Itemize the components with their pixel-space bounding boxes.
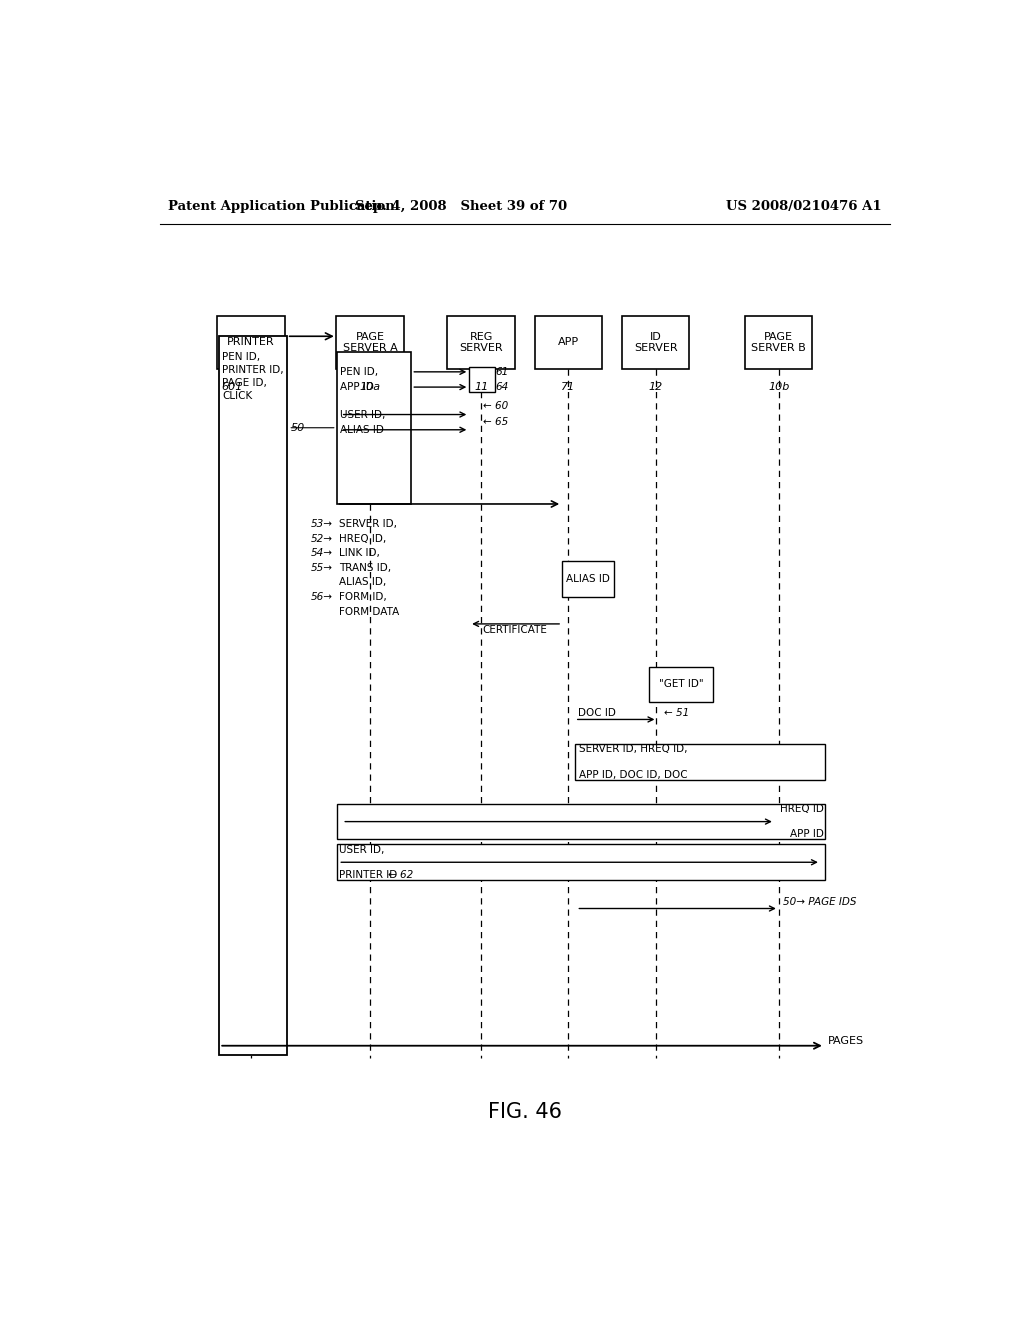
- Text: ID
SERVER: ID SERVER: [634, 331, 678, 354]
- Bar: [337, 804, 824, 840]
- Bar: [447, 315, 515, 368]
- Text: APP: APP: [558, 338, 579, 347]
- Text: SERVER ID, HREQ ID,: SERVER ID, HREQ ID,: [579, 744, 687, 754]
- Text: "GET ID": "GET ID": [658, 680, 703, 689]
- Text: Patent Application Publication: Patent Application Publication: [168, 199, 394, 213]
- Bar: [574, 744, 824, 780]
- Text: ← 62: ← 62: [388, 870, 414, 880]
- Text: 71: 71: [561, 381, 575, 392]
- Text: APP ID, DOC ID, DOC: APP ID, DOC ID, DOC: [579, 771, 687, 780]
- Text: TRANS ID,: TRANS ID,: [339, 564, 391, 573]
- Text: PAGE
SERVER B: PAGE SERVER B: [752, 331, 806, 354]
- Text: ALIAS ID,: ALIAS ID,: [339, 577, 386, 587]
- Text: 12: 12: [648, 381, 663, 392]
- Text: ← 60: ← 60: [482, 401, 508, 412]
- Text: ALIAS ID: ALIAS ID: [340, 425, 384, 434]
- Text: SERVER ID,: SERVER ID,: [339, 519, 397, 529]
- Text: PRINTER: PRINTER: [227, 338, 274, 347]
- Bar: [219, 337, 287, 1055]
- Text: 52→: 52→: [310, 533, 333, 544]
- Text: HREQ ID: HREQ ID: [780, 804, 824, 814]
- Bar: [336, 315, 403, 368]
- Text: PRINTER ID,: PRINTER ID,: [222, 364, 284, 375]
- Text: CLICK: CLICK: [222, 391, 253, 401]
- Text: APP ID: APP ID: [340, 381, 374, 392]
- Bar: [535, 315, 602, 368]
- Text: HREQ ID,: HREQ ID,: [339, 533, 386, 544]
- Text: FIG. 46: FIG. 46: [487, 1102, 562, 1122]
- Text: CERTIFICATE: CERTIFICATE: [482, 624, 548, 635]
- Text: US 2008/0210476 A1: US 2008/0210476 A1: [726, 199, 882, 213]
- Text: 50: 50: [291, 422, 305, 433]
- Text: 56→: 56→: [310, 593, 333, 602]
- Text: ← 51: ← 51: [664, 709, 689, 718]
- Text: 50→ PAGE IDS: 50→ PAGE IDS: [782, 898, 856, 907]
- Text: PRINTER ID: PRINTER ID: [339, 870, 397, 880]
- Text: Sep. 4, 2008   Sheet 39 of 70: Sep. 4, 2008 Sheet 39 of 70: [355, 199, 567, 213]
- Bar: [622, 315, 689, 368]
- Text: USER ID,: USER ID,: [340, 409, 385, 420]
- Text: PEN ID,: PEN ID,: [222, 351, 260, 362]
- Bar: [337, 351, 412, 504]
- Text: ALIAS ID: ALIAS ID: [566, 574, 610, 585]
- Bar: [469, 367, 496, 392]
- Text: ← 65: ← 65: [482, 417, 508, 426]
- Text: DOC ID: DOC ID: [578, 709, 615, 718]
- Text: 601: 601: [222, 381, 243, 392]
- Text: 10b: 10b: [768, 381, 790, 392]
- Bar: [745, 315, 812, 368]
- Text: PAGE
SERVER A: PAGE SERVER A: [343, 331, 397, 354]
- Bar: [217, 315, 285, 368]
- Bar: [337, 845, 824, 880]
- Text: LINK ID,: LINK ID,: [339, 548, 380, 558]
- Text: PAGES: PAGES: [828, 1036, 864, 1045]
- Text: USER ID,: USER ID,: [339, 845, 384, 854]
- Text: 61: 61: [496, 367, 509, 376]
- Text: REG
SERVER: REG SERVER: [460, 331, 503, 354]
- Text: FORM DATA: FORM DATA: [339, 607, 399, 616]
- Text: APP ID: APP ID: [791, 829, 824, 840]
- Text: FORM ID,: FORM ID,: [339, 593, 387, 602]
- Text: PAGE ID,: PAGE ID,: [222, 378, 267, 388]
- Bar: [562, 561, 613, 598]
- Text: 64: 64: [496, 381, 509, 392]
- Text: PEN ID,: PEN ID,: [340, 367, 378, 376]
- Bar: [649, 667, 713, 702]
- Text: 11: 11: [474, 381, 488, 392]
- Text: 55→: 55→: [310, 564, 333, 573]
- Text: 10a: 10a: [359, 381, 381, 392]
- Text: 53→: 53→: [310, 519, 333, 529]
- Text: 54→: 54→: [310, 548, 333, 558]
